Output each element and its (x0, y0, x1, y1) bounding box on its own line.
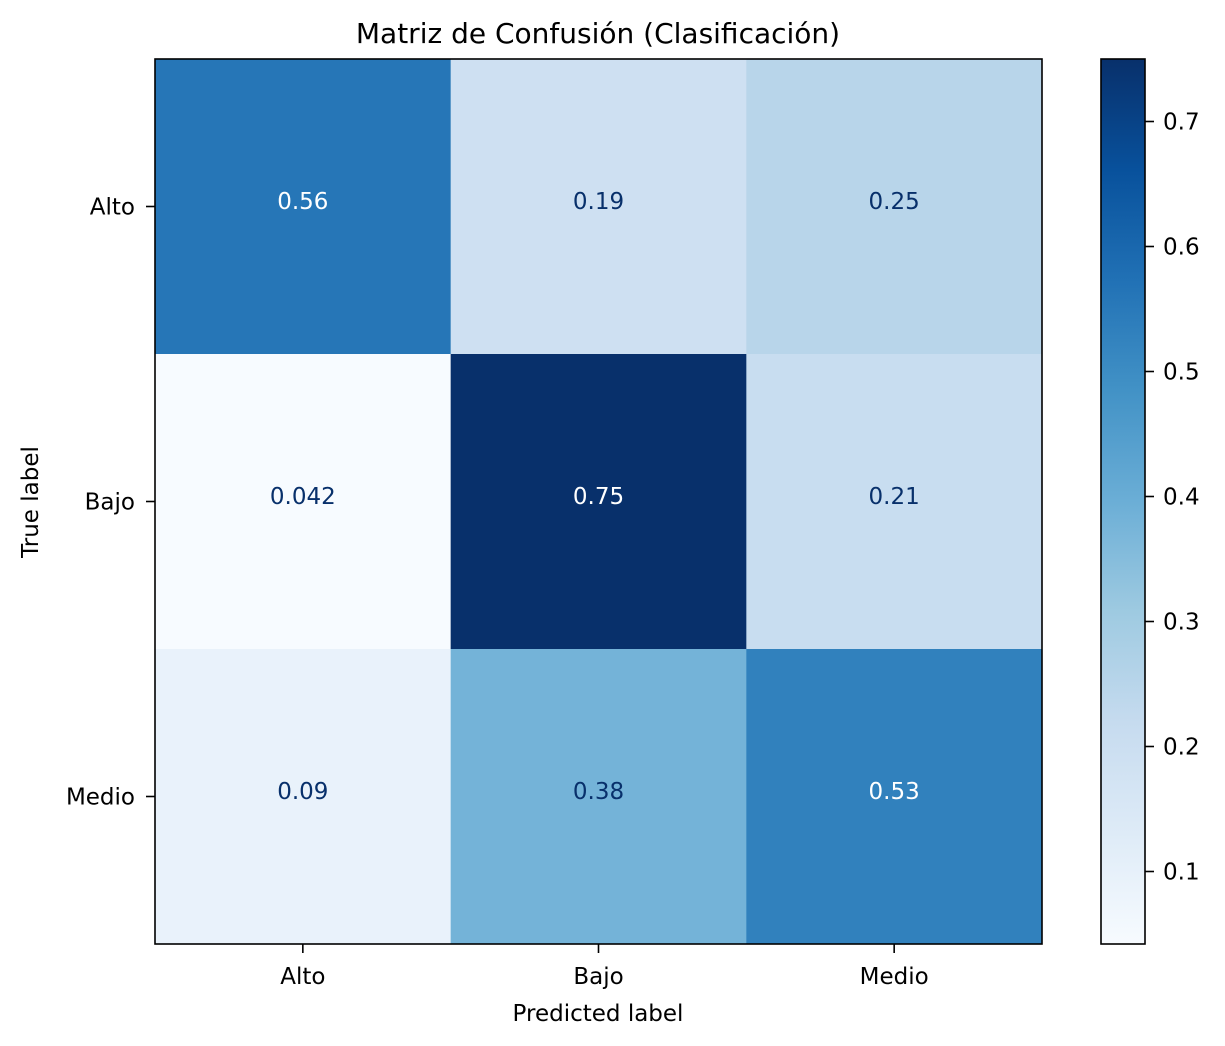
x-axis-label: Predicted label (513, 1001, 684, 1027)
x-tick-label: Alto (280, 964, 325, 990)
heatmap-cell (746, 649, 1043, 945)
y-axis-ticks: Alto Bajo Medio (66, 195, 155, 811)
cell-value-label: 0.042 (270, 484, 336, 510)
cell-value-label: 0.21 (869, 484, 920, 510)
x-axis-ticks: Alto Bajo Medio (280, 944, 929, 990)
cell-value-label: 0.09 (277, 779, 328, 805)
colorbar (1100, 58, 1146, 945)
cell-value-label: 0.53 (869, 779, 920, 805)
cell-value-label: 0.19 (573, 189, 624, 215)
heatmap-cell (450, 59, 747, 355)
cell-value-label: 0.75 (573, 484, 624, 510)
y-axis-label: True label (18, 446, 44, 559)
x-tick-label: Bajo (573, 964, 623, 990)
colorbar-tick-label: 0.7 (1163, 110, 1200, 136)
colorbar-tick-label: 0.3 (1163, 610, 1200, 636)
heatmap-cell (746, 354, 1043, 650)
x-tick-label: Medio (860, 964, 929, 990)
heatmap-cell (450, 354, 747, 650)
heatmap-cell-labels: 0.56 0.19 0.25 0.042 0.75 0.21 0.09 0.38 0.53 (270, 189, 920, 805)
y-tick-label: Bajo (85, 490, 135, 516)
colorbar-tick-label: 0.2 (1163, 735, 1200, 761)
cell-value-label: 0.25 (869, 189, 920, 215)
colorbar-ticks: 0.1 0.2 0.3 0.4 0.5 0.6 0.7 (1145, 110, 1200, 886)
heatmap-cell (155, 354, 452, 650)
heatmap-cell (450, 649, 747, 945)
cell-value-label: 0.38 (573, 779, 624, 805)
colorbar-tick-label: 0.1 (1163, 860, 1200, 886)
y-tick-label: Medio (66, 785, 135, 811)
y-tick-label: Alto (90, 195, 135, 221)
colorbar-tick-label: 0.5 (1163, 360, 1200, 386)
heatmap-cell (746, 59, 1043, 355)
cell-value-label: 0.56 (277, 189, 328, 215)
heatmap-cell (155, 649, 452, 945)
chart-title: Matriz de Confusión (Clasificación) (356, 17, 840, 50)
colorbar-tick-label: 0.4 (1163, 485, 1200, 511)
heatmap-cell (155, 59, 452, 355)
heatmap-cells (155, 59, 1043, 945)
colorbar-tick-label: 0.6 (1163, 235, 1200, 261)
